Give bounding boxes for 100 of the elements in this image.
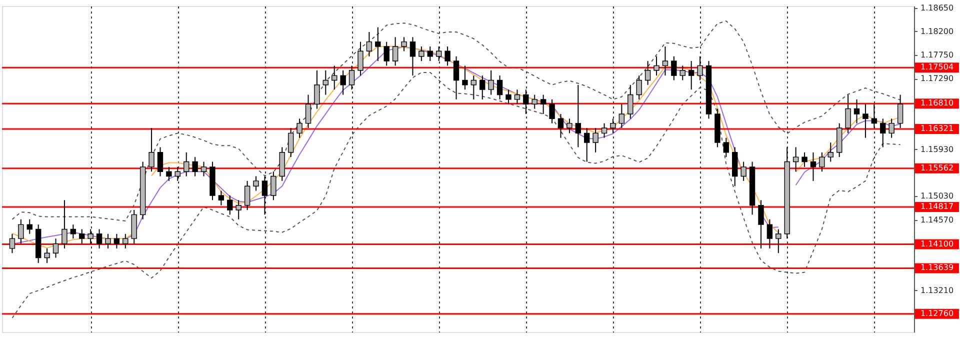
candlestick xyxy=(697,56,703,81)
candlestick xyxy=(18,218,24,244)
candlestick xyxy=(401,36,407,52)
ref-line-label: 1.12760 xyxy=(920,308,954,318)
candlestick xyxy=(322,70,329,96)
candlestick xyxy=(184,152,190,177)
candlestick xyxy=(480,75,486,100)
candlestick xyxy=(227,194,233,216)
candlestick xyxy=(618,104,625,128)
candlestick xyxy=(496,75,503,100)
candlestick xyxy=(262,176,268,216)
y-tick-label: 1.18200 xyxy=(920,26,954,36)
candlestick xyxy=(558,113,564,138)
candlestick xyxy=(740,161,746,182)
candlestick xyxy=(392,36,398,66)
y-tick-label: 1.18650 xyxy=(920,4,954,13)
candlestick xyxy=(26,218,32,234)
candlestick xyxy=(888,118,894,138)
candlestick xyxy=(880,118,886,148)
candlestick xyxy=(532,94,538,110)
candlestick xyxy=(148,127,154,172)
ref-line-label: 1.16321 xyxy=(920,124,954,133)
candlestick xyxy=(9,233,16,254)
candlestick xyxy=(506,89,512,105)
line-series xyxy=(12,72,901,318)
candlestick xyxy=(654,56,660,76)
candlestick xyxy=(819,152,825,172)
candlestick xyxy=(862,104,868,138)
ref-line-label: 1.15562 xyxy=(920,163,954,172)
candlestick xyxy=(105,233,111,249)
y-tick-label: 1.13210 xyxy=(920,286,954,295)
candlestick xyxy=(776,228,782,254)
candlestick xyxy=(628,84,634,120)
candlestick xyxy=(44,248,50,264)
ref-line-label: 1.17504 xyxy=(920,62,954,72)
candlestick xyxy=(174,166,180,182)
candlestick xyxy=(348,65,355,90)
candlestick xyxy=(88,228,94,244)
candlestick xyxy=(375,26,381,62)
candlestick xyxy=(540,94,546,114)
candlestick xyxy=(314,70,320,110)
candlestick xyxy=(122,233,128,249)
candlestick xyxy=(305,94,312,128)
y-tick-label: 1.17750 xyxy=(920,50,954,60)
candlestick xyxy=(131,210,137,244)
candlestick xyxy=(418,46,424,62)
candlestick xyxy=(279,146,285,182)
candlestick xyxy=(470,75,477,100)
candlestick xyxy=(288,127,294,158)
candlestick xyxy=(253,176,259,192)
candlestick xyxy=(514,89,520,105)
candlestick xyxy=(488,70,494,96)
candlestick xyxy=(636,75,642,100)
candlestick xyxy=(114,233,120,249)
line-series xyxy=(12,20,901,222)
candlestick xyxy=(296,118,302,138)
candlestick xyxy=(897,94,904,128)
candlestick xyxy=(732,146,738,187)
candlestick xyxy=(366,31,372,57)
candlestick xyxy=(236,200,242,220)
candlestick xyxy=(662,46,668,76)
candlestick xyxy=(62,200,68,249)
candlestick xyxy=(244,180,250,211)
candlestick xyxy=(644,60,651,86)
ref-line-label: 1.16810 xyxy=(920,98,954,108)
candlestick xyxy=(671,56,677,81)
candlestick xyxy=(96,228,102,249)
candlestick xyxy=(332,65,338,90)
y-tick-label: 1.14570 xyxy=(920,215,954,224)
y-tick-label: 1.17290 xyxy=(920,74,954,84)
candlestick xyxy=(584,127,590,162)
candlestick xyxy=(566,118,572,134)
candlestick xyxy=(192,156,198,177)
candlestick xyxy=(218,190,224,206)
candlestick xyxy=(610,118,616,134)
candlestick xyxy=(462,65,468,90)
candlestick xyxy=(802,152,808,168)
candlestick xyxy=(444,46,450,66)
candlestick xyxy=(758,200,764,249)
candlestick xyxy=(575,84,581,148)
candlestick xyxy=(723,137,730,158)
ref-line-label: 1.13639 xyxy=(920,263,954,272)
candlestick xyxy=(70,224,76,240)
candlestick xyxy=(340,70,346,96)
candlestick xyxy=(436,46,442,62)
ref-line-label: 1.14100 xyxy=(920,239,954,248)
candlestick xyxy=(157,146,164,177)
candlestick xyxy=(810,152,816,182)
candlestick xyxy=(592,127,598,153)
candlestick xyxy=(792,146,799,172)
candlestick xyxy=(601,122,608,138)
candlestick xyxy=(79,228,85,244)
candlestick xyxy=(766,218,773,249)
candlestick xyxy=(166,166,172,182)
candlestick xyxy=(871,104,878,128)
candlestick xyxy=(828,142,834,162)
candlestick xyxy=(680,65,686,81)
candlestick xyxy=(410,36,416,76)
candlestick xyxy=(688,60,694,90)
candlestick xyxy=(549,98,555,124)
